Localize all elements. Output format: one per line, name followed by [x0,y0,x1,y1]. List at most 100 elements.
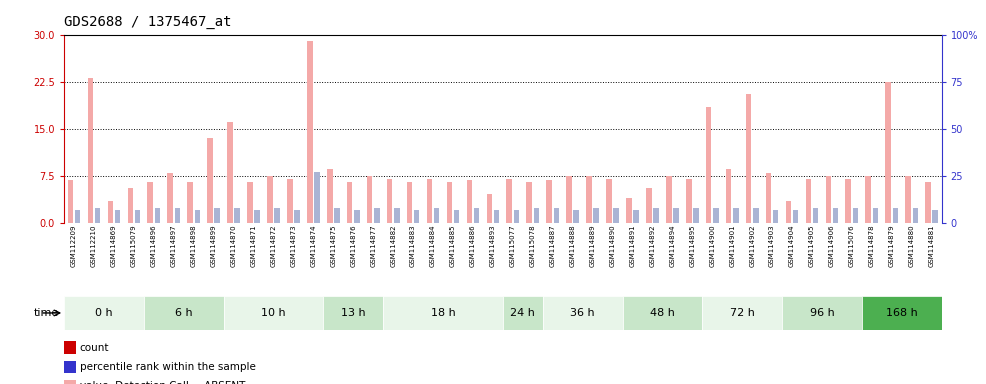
Bar [574,210,579,223]
Bar [414,210,419,223]
Text: 6 h: 6 h [175,308,192,318]
Bar [702,296,782,330]
Bar [905,176,911,223]
Bar [706,107,712,223]
Bar [486,195,492,223]
Text: 36 h: 36 h [570,308,595,318]
Bar [175,208,180,223]
Bar [194,210,200,223]
Bar [686,179,691,223]
Bar [287,179,293,223]
Bar [786,201,791,223]
Bar [64,296,144,330]
Bar [846,179,851,223]
Bar [267,176,273,223]
Bar [773,210,779,223]
Bar [64,341,77,354]
Bar [447,182,453,223]
Bar [394,208,399,223]
Bar [566,176,572,223]
Bar [527,182,532,223]
Bar [407,182,412,223]
Text: 18 h: 18 h [431,308,456,318]
Text: 96 h: 96 h [810,308,834,318]
Bar [793,210,799,223]
Bar [514,210,520,223]
Text: 0 h: 0 h [96,308,112,318]
Text: percentile rank within the sample: percentile rank within the sample [80,362,255,372]
Bar [224,296,323,330]
Bar [427,179,432,223]
Bar [466,180,472,223]
Bar [626,198,632,223]
Bar [885,82,891,223]
Bar [654,208,659,223]
Bar [254,210,260,223]
Text: 48 h: 48 h [650,308,674,318]
Bar [68,180,73,223]
Bar [507,179,512,223]
Bar [812,208,818,223]
Bar [646,188,652,223]
Bar [387,179,392,223]
Bar [347,182,352,223]
Bar [594,208,599,223]
Bar [753,208,758,223]
Bar [925,182,931,223]
Bar [587,176,592,223]
Bar [327,169,332,223]
Bar [726,169,732,223]
Text: 24 h: 24 h [511,308,535,318]
Bar [873,208,879,223]
Bar [315,172,319,223]
Bar [187,182,193,223]
Bar [766,172,771,223]
Text: value, Detection Call = ABSENT: value, Detection Call = ABSENT [80,381,246,384]
Bar [825,176,831,223]
Bar [135,210,140,223]
Bar [454,210,459,223]
Bar [633,210,639,223]
Bar [294,210,300,223]
Bar [64,361,77,373]
Bar [88,78,94,223]
Bar [367,176,373,223]
Bar [473,208,479,223]
Bar [155,208,160,223]
Bar [892,208,898,223]
Bar [833,208,838,223]
Bar [533,208,539,223]
Bar [374,208,380,223]
Bar [622,296,702,330]
Bar [75,210,81,223]
Bar [323,296,384,330]
Bar [247,182,252,223]
Bar [553,208,559,223]
Bar [144,296,224,330]
Bar [933,210,938,223]
Bar [666,176,671,223]
Bar [434,208,440,223]
Bar [227,122,233,223]
Bar [168,172,173,223]
Bar [148,182,153,223]
Bar [782,296,862,330]
Bar [95,208,101,223]
Bar [912,208,918,223]
Bar [806,179,811,223]
Bar [384,296,503,330]
Bar [107,201,113,223]
Bar [673,208,678,223]
Bar [215,208,220,223]
Text: 72 h: 72 h [730,308,754,318]
Bar [613,208,619,223]
Bar [862,296,942,330]
Bar [354,210,360,223]
Text: count: count [80,343,109,353]
Bar [606,179,611,223]
Bar [334,208,340,223]
Bar [64,380,77,384]
Bar [713,208,719,223]
Text: 10 h: 10 h [261,308,286,318]
Bar [207,138,213,223]
